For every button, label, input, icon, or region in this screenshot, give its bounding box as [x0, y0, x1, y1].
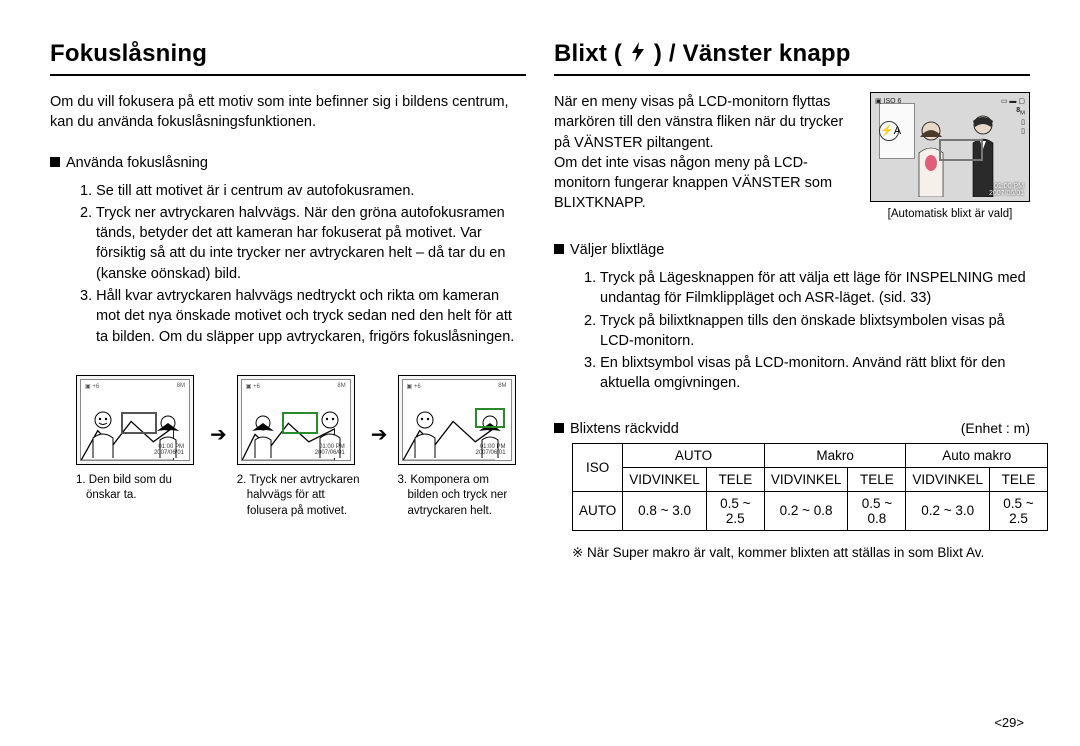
right-top: När en meny visas på LCD-monitorn flytta…: [554, 92, 1030, 220]
left-title: Fokuslåsning: [50, 40, 526, 76]
mode-step-1: 1. Tryck på Lägesknappen för att välja e…: [584, 268, 1030, 309]
flash-mode-icon: ⚡A: [879, 121, 899, 141]
arrow-icon-2: ➔: [371, 422, 388, 447]
page-number: <29>: [994, 715, 1024, 730]
lcd-group-2: ▣ +68M 01:00 PM2007/06/01 2. Tryck ner a…: [237, 375, 361, 520]
right-intro-2: Om det inte visas någon meny på LCD-moni…: [554, 153, 856, 214]
flash-range-table: ISO AUTO Makro Auto makro VIDVINKEL TELE…: [572, 443, 1048, 531]
left-intro: Om du vill fokusera på ett motiv som int…: [50, 92, 526, 133]
td-2: 0.2 ~ 0.8: [764, 491, 848, 530]
th-sub-2: VIDVINKEL: [764, 467, 848, 491]
photo-box: ▣ ISO 6 ▭ ▬ ▢8M▯▯ ⚡A: [870, 92, 1030, 220]
left-steps: 1. Se till att motivet är i centrum av a…: [50, 181, 526, 347]
lcd-caption-2: 2. Tryck ner avtryckaren halvvägs för at…: [237, 473, 361, 520]
square-bullet-icon: [50, 157, 60, 167]
td-4: 0.2 ~ 3.0: [906, 491, 990, 530]
lcd-caption-1: 1. Den bild som du önskar ta.: [76, 473, 200, 504]
left-step-3: 3. Håll kvar avtryckaren halvvägs nedtry…: [80, 286, 526, 347]
sub-mode-text: Väljer blixtläge: [570, 242, 664, 258]
sample-photo: ▣ ISO 6 ▭ ▬ ▢8M▯▯ ⚡A: [870, 92, 1030, 202]
footnote: ※ När Super makro är valt, kommer blixte…: [572, 545, 1030, 561]
sub-mode: Väljer blixtläge: [554, 242, 1030, 258]
th-sub-5: TELE: [989, 467, 1047, 491]
th-automakro: Auto makro: [906, 443, 1048, 467]
arrow-icon: ➔: [210, 422, 227, 447]
right-intro-1: När en meny visas på LCD-monitorn flytta…: [554, 92, 856, 153]
person-left-icon: [87, 410, 119, 458]
lcd-preview-1: ▣ +68M 01:00 PM2007/06/01: [76, 375, 194, 465]
left-subhead: Använda fokuslåsning: [50, 155, 526, 171]
page-columns: Fokuslåsning Om du vill fokusera på ett …: [50, 40, 1030, 561]
range-header-row: Blixtens räckvidd (Enhet : m): [554, 420, 1030, 437]
th-sub-1: TELE: [706, 467, 764, 491]
mode-step-3: 3. En blixtsymbol visas på LCD-monitorn.…: [584, 353, 1030, 394]
lcd-caption-3: 3. Komponera om bilden och tryck ner avt…: [398, 473, 522, 520]
lcd-group-1: ▣ +68M 01:00 PM2007/06/01 1. Den bild so…: [76, 375, 200, 504]
square-bullet-icon: [554, 423, 564, 433]
td-5: 0.5 ~ 2.5: [989, 491, 1047, 530]
col-left: Fokuslåsning Om du vill fokusera på ett …: [50, 40, 526, 561]
left-step-2: 2. Tryck ner avtryckaren halvvägs. När d…: [80, 203, 526, 284]
lcd-group-3: ▣ +68M 01:00 PM2007/06/01 3. Komponera o…: [398, 375, 522, 520]
square-bullet-icon: [554, 244, 564, 254]
lcd-preview-3: ▣ +68M 01:00 PM2007/06/01: [398, 375, 516, 465]
left-subhead-text: Använda fokuslåsning: [66, 155, 208, 171]
td-rowlabel: AUTO: [573, 491, 623, 530]
flash-icon: [629, 41, 647, 63]
th-iso: ISO: [573, 443, 623, 491]
left-step-1: 1. Se till att motivet är i centrum av a…: [80, 181, 526, 201]
th-sub-4: VIDVINKEL: [906, 467, 990, 491]
unit-label: (Enhet : m): [961, 420, 1030, 436]
td-3: 0.5 ~ 0.8: [848, 491, 906, 530]
td-0: 0.8 ~ 3.0: [623, 491, 707, 530]
photo-caption: [Automatisk blixt är vald]: [870, 208, 1030, 220]
td-1: 0.5 ~ 2.5: [706, 491, 764, 530]
mode-steps: 1. Tryck på Lägesknappen för att välja e…: [554, 268, 1030, 394]
th-sub-3: TELE: [848, 467, 906, 491]
lcd-row: ▣ +68M 01:00 PM2007/06/01 1. Den bild so…: [76, 375, 526, 520]
sub-range: Blixtens räckvidd: [554, 421, 679, 437]
th-sub-0: VIDVINKEL: [623, 467, 707, 491]
mode-step-2: 2. Tryck på bilixtknappen tills den önsk…: [584, 311, 1030, 352]
right-title: Blixt ( ) / Vänster knapp: [554, 40, 1030, 76]
th-makro: Makro: [764, 443, 906, 467]
right-intro: När en meny visas på LCD-monitorn flytta…: [554, 92, 856, 214]
col-right: Blixt ( ) / Vänster knapp När en meny vi…: [554, 40, 1030, 561]
sub-range-text: Blixtens räckvidd: [570, 421, 679, 437]
lcd-preview-2: ▣ +68M 01:00 PM2007/06/01: [237, 375, 355, 465]
th-auto: AUTO: [623, 443, 765, 467]
